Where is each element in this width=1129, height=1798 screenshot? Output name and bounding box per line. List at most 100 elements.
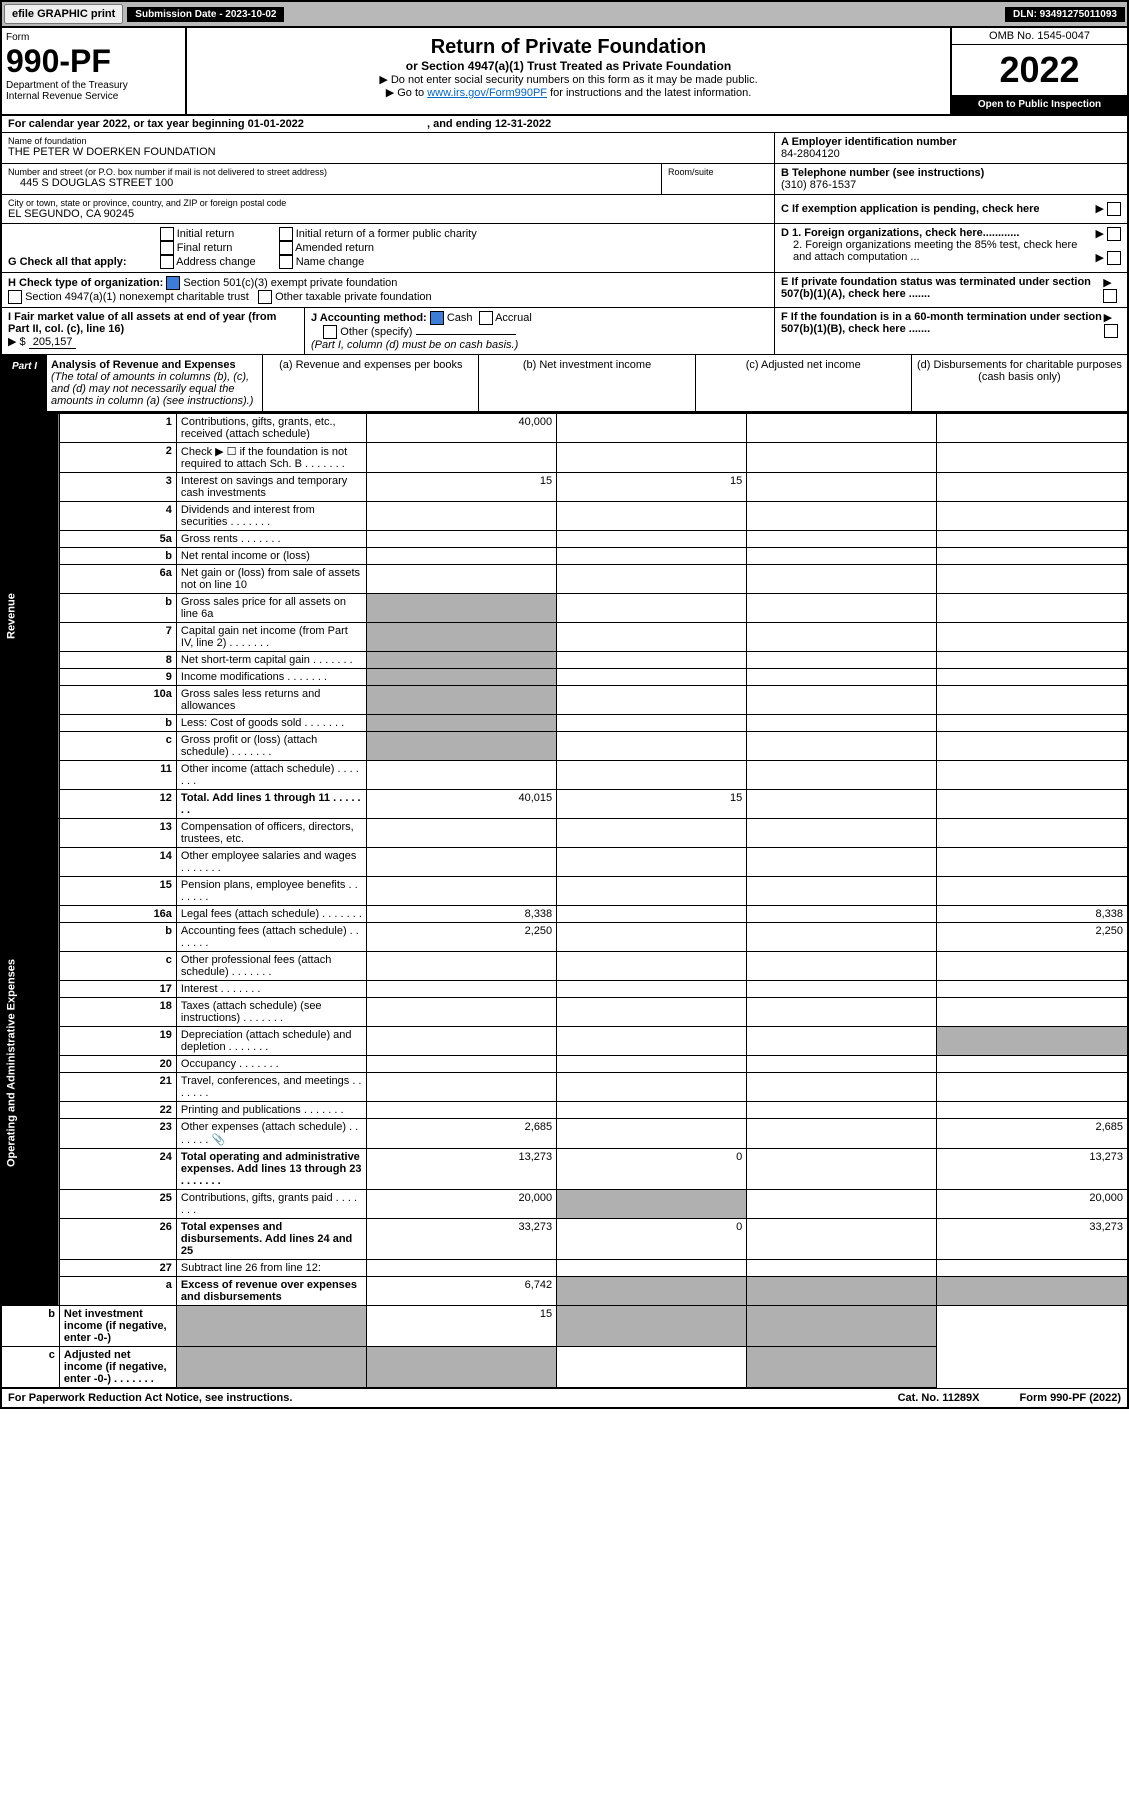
cell-col-c (747, 548, 937, 565)
omb-number: OMB No. 1545-0047 (952, 28, 1127, 45)
cell-col-d (937, 531, 1128, 548)
cell-col-a (367, 877, 557, 906)
line-number: 4 (59, 502, 176, 531)
h-opt-1: Section 501(c)(3) exempt private foundat… (183, 277, 397, 289)
line-description: Compensation of officers, directors, tru… (176, 819, 366, 848)
cell-col-a: 40,000 (367, 414, 557, 443)
j-cash-checkbox[interactable] (430, 311, 444, 325)
cell-col-c (747, 1102, 937, 1119)
efile-print-button[interactable]: efile GRAPHIC print (4, 4, 123, 24)
g-initial-checkbox[interactable] (160, 227, 174, 241)
line-description: Adjusted net income (if negative, enter … (59, 1347, 176, 1388)
cell-col-a (367, 443, 557, 473)
tax-year: 2022 (952, 45, 1127, 95)
cell-col-a (367, 1073, 557, 1102)
line-description: Accounting fees (attach schedule) . . . … (176, 923, 366, 952)
i-value: 205,157 (29, 336, 77, 349)
cell-col-a (367, 623, 557, 652)
cell-col-c (747, 502, 937, 531)
j-accrual-checkbox[interactable] (479, 311, 493, 325)
line-number: 23 (59, 1119, 176, 1149)
cell-col-d (937, 819, 1128, 848)
cell-col-b (557, 1102, 747, 1119)
d2-text: 2. Foreign organizations meeting the 85%… (793, 239, 1077, 263)
irs-link[interactable]: www.irs.gov/Form990PF (427, 87, 547, 99)
table-row: 23Other expenses (attach schedule) . . .… (1, 1119, 1128, 1149)
line-description: Net rental income or (loss) (176, 548, 366, 565)
line-number: 22 (59, 1102, 176, 1119)
cell-col-b (557, 1073, 747, 1102)
cell-col-b (557, 715, 747, 732)
name-ein-row: Name of foundation THE PETER W DOERKEN F… (0, 133, 1129, 164)
cell-col-a: 40,015 (367, 790, 557, 819)
cell-col-c (747, 1119, 937, 1149)
line-number: b (59, 923, 176, 952)
table-row: 10aGross sales less returns and allowanc… (1, 686, 1128, 715)
j-other-checkbox[interactable] (323, 325, 337, 339)
g-name-checkbox[interactable] (279, 255, 293, 269)
line-description: Travel, conferences, and meetings . . . … (176, 1073, 366, 1102)
e-checkbox[interactable] (1103, 289, 1117, 303)
cell-col-d (937, 686, 1128, 715)
cell-col-a: 15 (367, 473, 557, 502)
line-description: Dividends and interest from securities .… (176, 502, 366, 531)
cell-col-b (557, 669, 747, 686)
attachment-icon[interactable]: 📎 (211, 1134, 225, 1146)
cell-col-a (367, 502, 557, 531)
table-row: 3Interest on savings and temporary cash … (1, 473, 1128, 502)
line-description: Gross rents . . . . . . . (176, 531, 366, 548)
h-4947-checkbox[interactable] (8, 290, 22, 304)
f-checkbox[interactable] (1104, 324, 1118, 338)
h-501c3-checkbox[interactable] (166, 276, 180, 290)
g-final-checkbox[interactable] (160, 241, 174, 255)
cell-col-c (747, 998, 937, 1027)
g-opt-0: Initial return (177, 228, 234, 240)
cell-col-c (747, 443, 937, 473)
line-number: 5a (59, 531, 176, 548)
line-description: Income modifications . . . . . . . (176, 669, 366, 686)
cell-col-d (937, 443, 1128, 473)
addr-label: Number and street (or P.O. box number if… (8, 167, 655, 177)
line-description: Subtract line 26 from line 12: (176, 1260, 366, 1277)
cell-col-c (747, 531, 937, 548)
cell-col-b (557, 531, 747, 548)
line-description: Interest . . . . . . . (176, 981, 366, 998)
cell-col-b (557, 906, 747, 923)
c-checkbox[interactable] (1107, 202, 1121, 216)
paperwork-notice: For Paperwork Reduction Act Notice, see … (8, 1392, 292, 1404)
line-number: 6a (59, 565, 176, 594)
cell-col-d (937, 623, 1128, 652)
line-number: 21 (59, 1073, 176, 1102)
open-to-public: Open to Public Inspection (952, 95, 1127, 114)
addr-value: 445 S DOUGLAS STREET 100 (8, 177, 655, 189)
h-other-checkbox[interactable] (258, 290, 272, 304)
g-amended-checkbox[interactable] (279, 241, 293, 255)
dept: Department of the Treasury (6, 80, 181, 91)
g-initial-public-checkbox[interactable] (279, 227, 293, 241)
line-number: 15 (59, 877, 176, 906)
c-pending: C If exemption application is pending, c… (781, 203, 1040, 215)
cell-col-c (747, 715, 937, 732)
ein-value: 84-2804120 (781, 148, 1121, 160)
line-number: 9 (59, 669, 176, 686)
cell-col-a (367, 1027, 557, 1056)
g-address-checkbox[interactable] (160, 255, 174, 269)
cell-col-c (747, 1219, 937, 1260)
line-number: c (59, 952, 176, 981)
form-ref: Form 990-PF (2022) (1020, 1392, 1121, 1404)
line-description: Gross profit or (loss) (attach schedule)… (176, 732, 366, 761)
line-description: Total. Add lines 1 through 11 . . . . . … (176, 790, 366, 819)
line-number: 18 (59, 998, 176, 1027)
line-number: 27 (59, 1260, 176, 1277)
line-number: 20 (59, 1056, 176, 1073)
h-label: H Check type of organization: (8, 277, 163, 289)
h-opt-2: Section 4947(a)(1) nonexempt charitable … (25, 291, 249, 303)
line-description: Printing and publications . . . . . . . (176, 1102, 366, 1119)
d1-checkbox[interactable] (1107, 227, 1121, 241)
cell-col-d (937, 848, 1128, 877)
cell-col-a (367, 594, 557, 623)
d2-checkbox[interactable] (1107, 251, 1121, 265)
line-description: Net short-term capital gain . . . . . . … (176, 652, 366, 669)
cell-col-b (557, 1119, 747, 1149)
g-opt-5: Name change (296, 256, 365, 268)
